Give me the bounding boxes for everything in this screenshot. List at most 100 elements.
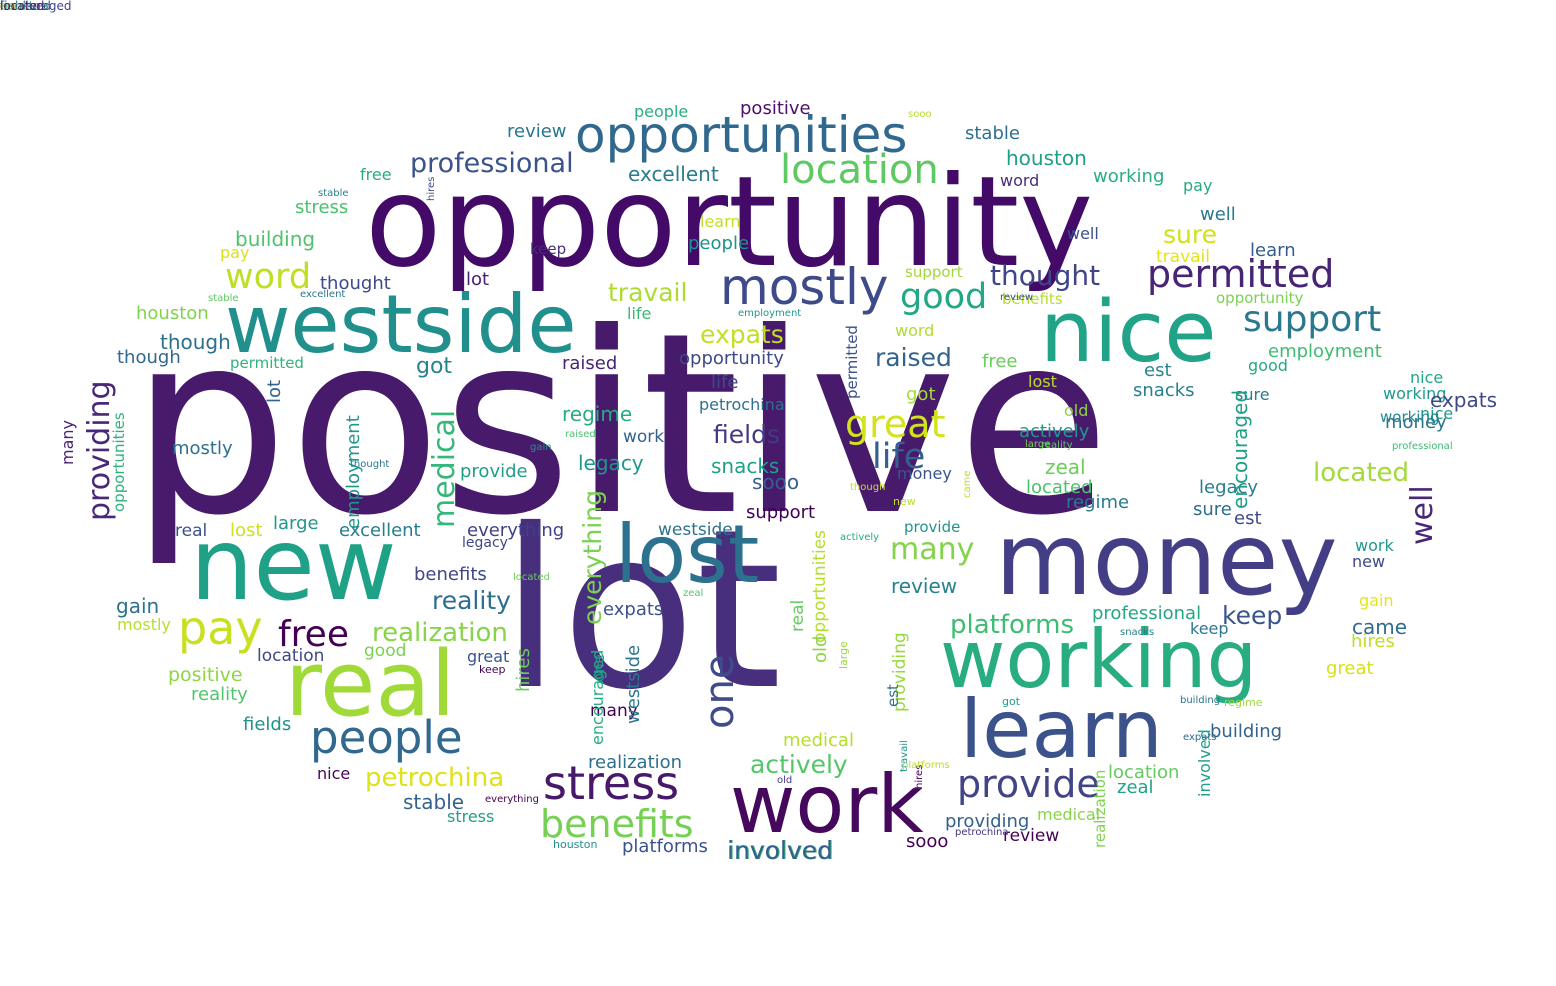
cloud-word: snacks <box>1120 627 1155 638</box>
cloud-word: word <box>1000 171 1040 190</box>
cloud-word: though <box>117 347 181 368</box>
cloud-word: working <box>940 613 1258 706</box>
cloud-word: located <box>1313 458 1410 488</box>
cloud-word: opportunities <box>110 412 128 512</box>
cloud-word: learn <box>960 683 1163 776</box>
cloud-word: fields <box>243 714 292 735</box>
cloud-word: expats <box>1183 732 1217 743</box>
cloud-word: sooo <box>908 109 932 120</box>
cloud-word: everything <box>467 520 565 541</box>
cloud-word: stress <box>447 807 495 826</box>
cloud-word: opportunities <box>575 106 908 164</box>
cloud-word: life <box>711 372 739 393</box>
cloud-word: regime <box>562 402 633 426</box>
cloud-word: sooo <box>0 0 29 13</box>
cloud-word: great <box>845 402 946 446</box>
cloud-word: pay <box>178 601 263 655</box>
cloud-word: large <box>1025 439 1051 450</box>
cloud-word: large <box>273 513 319 534</box>
cloud-word: lost <box>230 520 263 541</box>
cloud-word: nice <box>1410 368 1444 387</box>
cloud-word: money <box>1385 412 1447 433</box>
cloud-word: hires <box>426 176 437 201</box>
cloud-word: thought <box>320 273 391 294</box>
cloud-word: westside <box>623 644 644 724</box>
cloud-word: actively <box>1019 421 1090 442</box>
cloud-word: nice <box>1040 283 1217 382</box>
cloud-word: keep <box>1222 601 1283 630</box>
cloud-word: petrochina <box>955 827 1009 838</box>
cloud-word: gain <box>530 442 552 453</box>
cloud-word: involved <box>728 836 834 865</box>
cloud-word: permitted <box>1147 252 1335 296</box>
cloud-word: keep <box>479 663 506 676</box>
cloud-word: zeal <box>1117 777 1154 798</box>
cloud-word: location <box>780 147 939 193</box>
cloud-word: work <box>1355 536 1394 555</box>
cloud-word: sure <box>1163 220 1217 249</box>
cloud-word: opportunity <box>679 348 784 369</box>
cloud-word: free <box>360 165 392 184</box>
cloud-word: thought <box>990 259 1101 292</box>
cloud-word: building <box>1210 721 1283 742</box>
cloud-word: platforms <box>622 836 708 857</box>
cloud-word: westside <box>658 520 733 540</box>
cloud-word: employment <box>343 415 364 529</box>
cloud-word: though <box>850 482 886 493</box>
cloud-word: people <box>310 711 463 764</box>
cloud-word: positive <box>740 98 811 119</box>
cloud-word: gain <box>116 594 160 618</box>
cloud-word: great <box>467 647 510 666</box>
cloud-word: legacy <box>462 535 508 551</box>
cloud-word: involved <box>0 0 51 13</box>
cloud-word: working <box>1380 408 1440 426</box>
cloud-word: sure <box>1193 499 1232 520</box>
cloud-word: medical <box>1037 805 1101 824</box>
cloud-word: legacy <box>578 451 644 475</box>
cloud-word: involved <box>727 836 833 865</box>
cloud-word: lot <box>264 379 285 403</box>
cloud-word: work <box>623 427 665 447</box>
cloud-word: one <box>697 654 743 729</box>
cloud-word: pay <box>1183 176 1213 195</box>
cloud-word: snacks <box>711 454 780 478</box>
cloud-word: real <box>175 521 208 541</box>
cloud-word: travail <box>1156 247 1210 267</box>
cloud-word: keep <box>1190 619 1229 638</box>
cloud-word: professional <box>1392 441 1453 452</box>
cloud-word: new <box>190 506 397 623</box>
cloud-word: raised <box>875 343 952 372</box>
cloud-word: real <box>285 632 456 737</box>
cloud-word: building <box>235 227 316 251</box>
cloud-word: located <box>1026 477 1093 498</box>
cloud-word: lost <box>615 508 760 601</box>
cloud-word: one <box>590 654 608 682</box>
cloud-word: stable <box>965 123 1020 144</box>
cloud-word: good <box>900 277 988 317</box>
cloud-word: sooo <box>906 831 949 852</box>
cloud-word: stable <box>208 293 239 304</box>
cloud-word: expats <box>700 320 784 349</box>
cloud-word: actively <box>750 750 848 779</box>
cloud-word: thought <box>350 459 390 470</box>
cloud-word: keep <box>530 240 567 258</box>
cloud-word: well <box>1200 204 1236 225</box>
cloud-word: provide <box>460 461 528 482</box>
cloud-word: excellent <box>300 289 346 300</box>
cloud-word: good <box>364 641 407 661</box>
cloud-word: platforms <box>902 760 950 771</box>
cloud-word: review <box>1003 826 1060 846</box>
cloud-word: lot <box>466 269 490 290</box>
cloud-word: mostly <box>720 258 889 316</box>
cloud-word: nice <box>317 764 351 783</box>
cloud-word: houston <box>553 838 598 851</box>
cloud-word: well <box>1067 224 1099 243</box>
cloud-word: working <box>1383 384 1447 403</box>
cloud-word: professional <box>410 148 574 179</box>
cloud-word: people <box>634 102 689 121</box>
cloud-word: realization <box>372 618 508 648</box>
cloud-word: working <box>1093 166 1165 187</box>
cloud-word: permitted <box>843 325 861 399</box>
cloud-word: came <box>0 0 34 13</box>
cloud-word: came <box>962 470 973 498</box>
